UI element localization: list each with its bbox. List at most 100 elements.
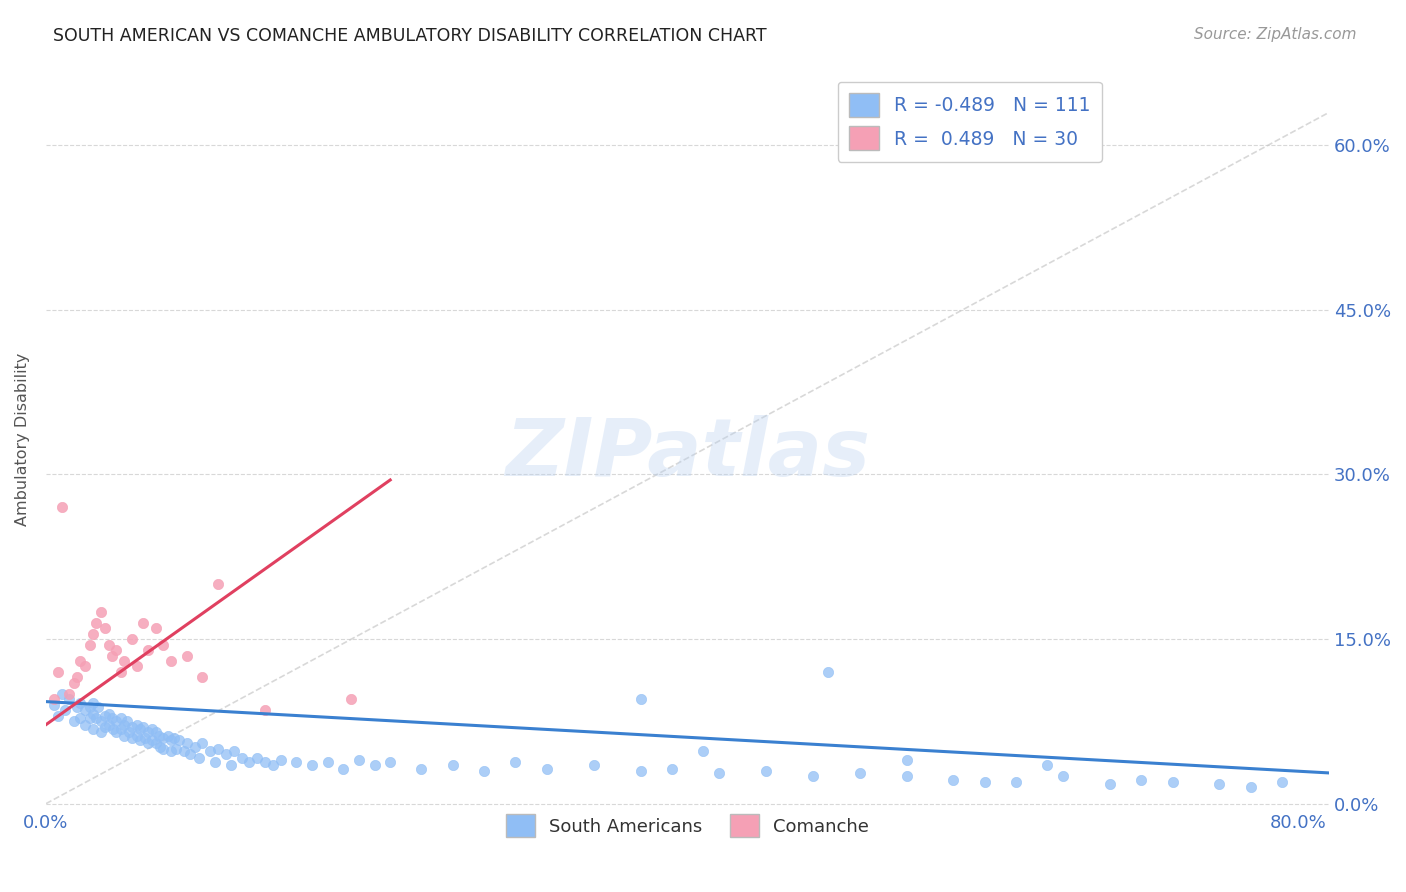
Point bbox=[755, 764, 778, 778]
Point bbox=[262, 758, 284, 772]
Point bbox=[347, 753, 370, 767]
Point bbox=[285, 755, 308, 769]
Point bbox=[231, 750, 253, 764]
Point bbox=[1098, 777, 1121, 791]
Point bbox=[148, 729, 170, 743]
Point bbox=[141, 722, 163, 736]
Point bbox=[340, 692, 363, 706]
Legend: South Americans, Comanche: South Americans, Comanche bbox=[499, 807, 876, 845]
Point bbox=[215, 747, 238, 762]
Point bbox=[69, 696, 91, 710]
Point bbox=[84, 615, 107, 630]
Point bbox=[630, 692, 652, 706]
Point bbox=[145, 725, 167, 739]
Point bbox=[79, 700, 101, 714]
Point bbox=[149, 739, 172, 754]
Point bbox=[160, 744, 183, 758]
Point bbox=[582, 758, 605, 772]
Point bbox=[79, 711, 101, 725]
Point bbox=[204, 755, 226, 769]
Point bbox=[105, 714, 128, 729]
Text: Source: ZipAtlas.com: Source: ZipAtlas.com bbox=[1194, 27, 1357, 42]
Point bbox=[173, 744, 195, 758]
Point bbox=[661, 762, 683, 776]
Point bbox=[536, 762, 558, 776]
Point bbox=[82, 706, 104, 721]
Point bbox=[100, 711, 122, 725]
Point bbox=[207, 577, 229, 591]
Point bbox=[82, 722, 104, 736]
Point bbox=[121, 720, 143, 734]
Point bbox=[118, 725, 141, 739]
Point bbox=[94, 720, 117, 734]
Point bbox=[58, 687, 80, 701]
Point bbox=[152, 638, 174, 652]
Point bbox=[125, 659, 148, 673]
Point bbox=[176, 736, 198, 750]
Point bbox=[191, 670, 214, 684]
Point bbox=[136, 643, 159, 657]
Y-axis label: Ambulatory Disability: Ambulatory Disability bbox=[15, 352, 30, 525]
Point bbox=[167, 733, 190, 747]
Point bbox=[66, 670, 89, 684]
Point bbox=[630, 764, 652, 778]
Point bbox=[817, 665, 839, 679]
Point bbox=[411, 762, 433, 776]
Point bbox=[160, 733, 183, 747]
Point bbox=[136, 736, 159, 750]
Point bbox=[472, 764, 495, 778]
Point bbox=[51, 500, 73, 515]
Point bbox=[121, 632, 143, 646]
Point bbox=[188, 750, 211, 764]
Point bbox=[145, 621, 167, 635]
Point bbox=[112, 717, 135, 731]
Point bbox=[103, 722, 125, 736]
Point bbox=[97, 638, 120, 652]
Point bbox=[128, 722, 150, 736]
Point bbox=[42, 698, 65, 712]
Point bbox=[48, 665, 70, 679]
Point bbox=[63, 714, 86, 729]
Point bbox=[1271, 774, 1294, 789]
Point bbox=[132, 615, 155, 630]
Point bbox=[896, 753, 918, 767]
Point bbox=[75, 659, 97, 673]
Point bbox=[110, 711, 132, 725]
Point bbox=[90, 605, 112, 619]
Point bbox=[152, 731, 174, 745]
Point bbox=[97, 706, 120, 721]
Point bbox=[69, 711, 91, 725]
Point bbox=[75, 717, 97, 731]
Point bbox=[801, 769, 824, 783]
Point bbox=[163, 731, 186, 745]
Point bbox=[136, 725, 159, 739]
Point bbox=[692, 744, 714, 758]
Point bbox=[246, 750, 269, 764]
Point bbox=[1052, 769, 1074, 783]
Point bbox=[973, 774, 995, 789]
Point bbox=[94, 621, 117, 635]
Point bbox=[128, 733, 150, 747]
Point bbox=[90, 725, 112, 739]
Point bbox=[505, 755, 527, 769]
Point bbox=[942, 772, 965, 787]
Point bbox=[707, 766, 730, 780]
Point bbox=[176, 648, 198, 663]
Point bbox=[82, 626, 104, 640]
Text: SOUTH AMERICAN VS COMANCHE AMBULATORY DISABILITY CORRELATION CHART: SOUTH AMERICAN VS COMANCHE AMBULATORY DI… bbox=[53, 27, 768, 45]
Point bbox=[380, 755, 402, 769]
Point bbox=[79, 638, 101, 652]
Point bbox=[207, 741, 229, 756]
Point bbox=[1036, 758, 1059, 772]
Point bbox=[86, 700, 108, 714]
Point bbox=[1208, 777, 1230, 791]
Point bbox=[179, 747, 201, 762]
Point bbox=[112, 729, 135, 743]
Point bbox=[97, 717, 120, 731]
Point bbox=[316, 755, 339, 769]
Point bbox=[1161, 774, 1184, 789]
Point bbox=[110, 665, 132, 679]
Point bbox=[100, 648, 122, 663]
Point bbox=[160, 654, 183, 668]
Point bbox=[270, 753, 292, 767]
